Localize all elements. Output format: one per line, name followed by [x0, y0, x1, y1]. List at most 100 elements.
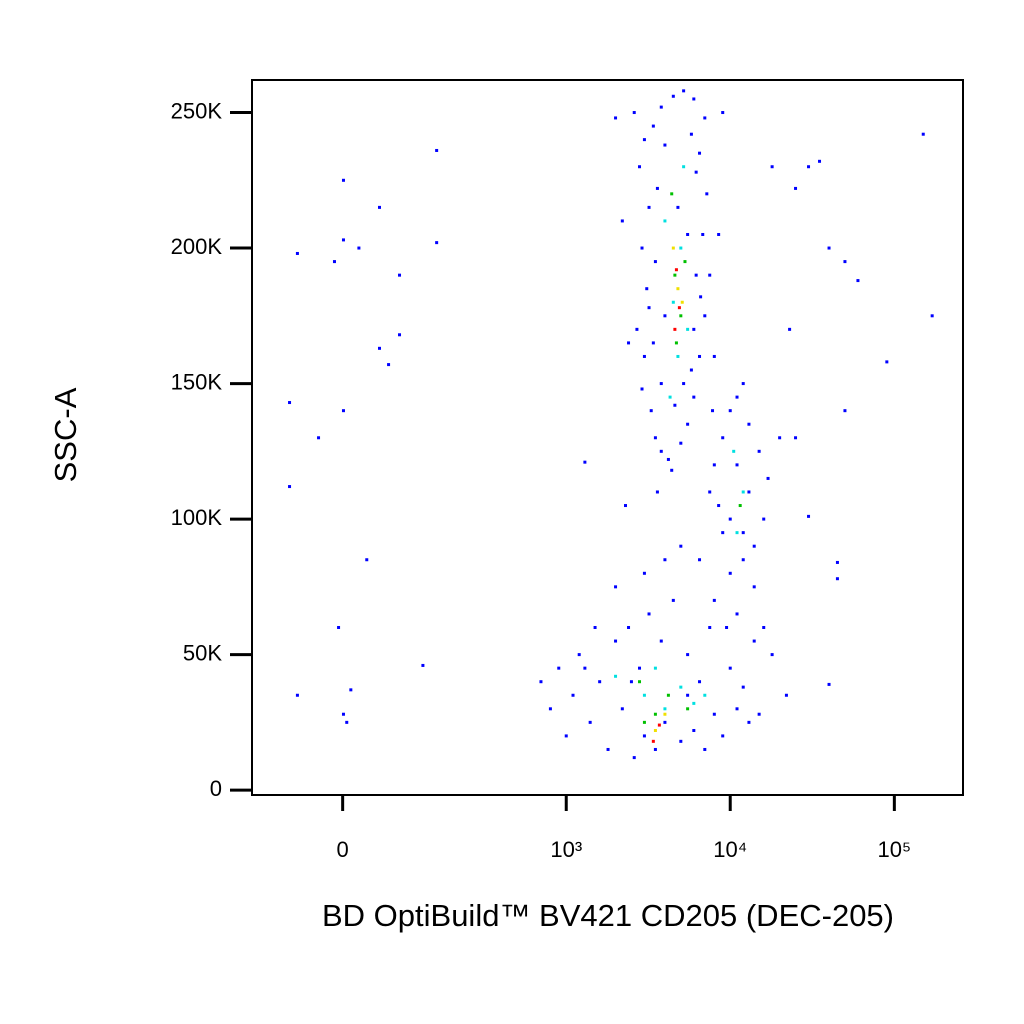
- point: [653, 747, 657, 751]
- point: [741, 490, 745, 494]
- point: [398, 273, 402, 277]
- y-tick-label: 0: [210, 776, 222, 801]
- point: [766, 476, 770, 480]
- point: [679, 246, 683, 250]
- point: [666, 457, 670, 461]
- point: [653, 260, 657, 264]
- point: [807, 165, 811, 169]
- point: [640, 246, 644, 250]
- point: [647, 612, 651, 616]
- point: [686, 422, 690, 426]
- x-tick-label: 10³: [550, 837, 582, 862]
- point: [752, 585, 756, 589]
- point: [692, 701, 696, 705]
- point: [614, 116, 618, 120]
- point: [692, 728, 696, 732]
- point: [843, 409, 847, 413]
- point: [721, 111, 725, 115]
- point: [698, 354, 702, 358]
- point: [728, 666, 732, 670]
- point: [647, 306, 651, 310]
- point: [653, 728, 657, 732]
- point: [698, 151, 702, 155]
- point: [659, 382, 663, 386]
- point: [295, 693, 299, 697]
- point: [614, 674, 618, 678]
- point: [632, 756, 636, 760]
- point: [548, 707, 552, 711]
- point: [703, 116, 707, 120]
- point: [807, 514, 811, 518]
- point: [679, 739, 683, 743]
- point: [653, 666, 657, 670]
- point: [642, 354, 646, 358]
- point: [588, 720, 592, 724]
- plot-frame: [251, 79, 964, 796]
- point: [539, 680, 543, 684]
- point: [317, 436, 321, 440]
- point: [649, 409, 653, 413]
- y-tick-label: 50K: [183, 640, 222, 665]
- point: [583, 666, 587, 670]
- point: [657, 723, 661, 727]
- point: [341, 409, 345, 413]
- point: [741, 531, 745, 535]
- point: [699, 295, 703, 299]
- point: [770, 653, 774, 657]
- point: [712, 463, 716, 467]
- point: [735, 531, 739, 535]
- point: [712, 598, 716, 602]
- point: [663, 219, 667, 223]
- x-axis-title: BD OptiBuild™ BV421 CD205 (DEC-205): [322, 898, 894, 933]
- point: [735, 612, 739, 616]
- point: [642, 571, 646, 575]
- point: [663, 707, 667, 711]
- point: [357, 246, 361, 250]
- point: [921, 132, 925, 136]
- point: [341, 238, 345, 242]
- point: [666, 693, 670, 697]
- point: [659, 449, 663, 453]
- point: [659, 639, 663, 643]
- point: [598, 680, 602, 684]
- point: [673, 327, 677, 331]
- point: [624, 504, 628, 508]
- point: [638, 666, 642, 670]
- point: [818, 159, 822, 163]
- y-tick-label: 100K: [171, 505, 223, 530]
- point: [741, 382, 745, 386]
- point: [735, 395, 739, 399]
- point: [337, 625, 341, 629]
- point: [930, 314, 934, 318]
- point: [387, 363, 391, 367]
- point: [663, 143, 667, 147]
- point: [663, 712, 667, 716]
- point: [721, 531, 725, 535]
- point: [653, 712, 657, 716]
- point: [620, 707, 624, 711]
- point: [398, 333, 402, 337]
- point: [728, 571, 732, 575]
- point: [757, 449, 761, 453]
- point: [794, 186, 798, 190]
- point: [288, 401, 292, 405]
- point: [638, 680, 642, 684]
- point: [728, 409, 732, 413]
- point: [788, 327, 792, 331]
- point: [711, 409, 715, 413]
- point: [735, 707, 739, 711]
- point: [741, 685, 745, 689]
- point: [557, 666, 561, 670]
- point: [642, 138, 646, 142]
- point: [668, 395, 672, 399]
- point: [671, 94, 675, 98]
- point: [827, 682, 831, 686]
- point: [747, 490, 751, 494]
- point: [651, 739, 655, 743]
- point: [671, 300, 675, 304]
- point: [593, 625, 597, 629]
- point: [686, 327, 690, 331]
- point: [747, 422, 751, 426]
- point: [682, 382, 686, 386]
